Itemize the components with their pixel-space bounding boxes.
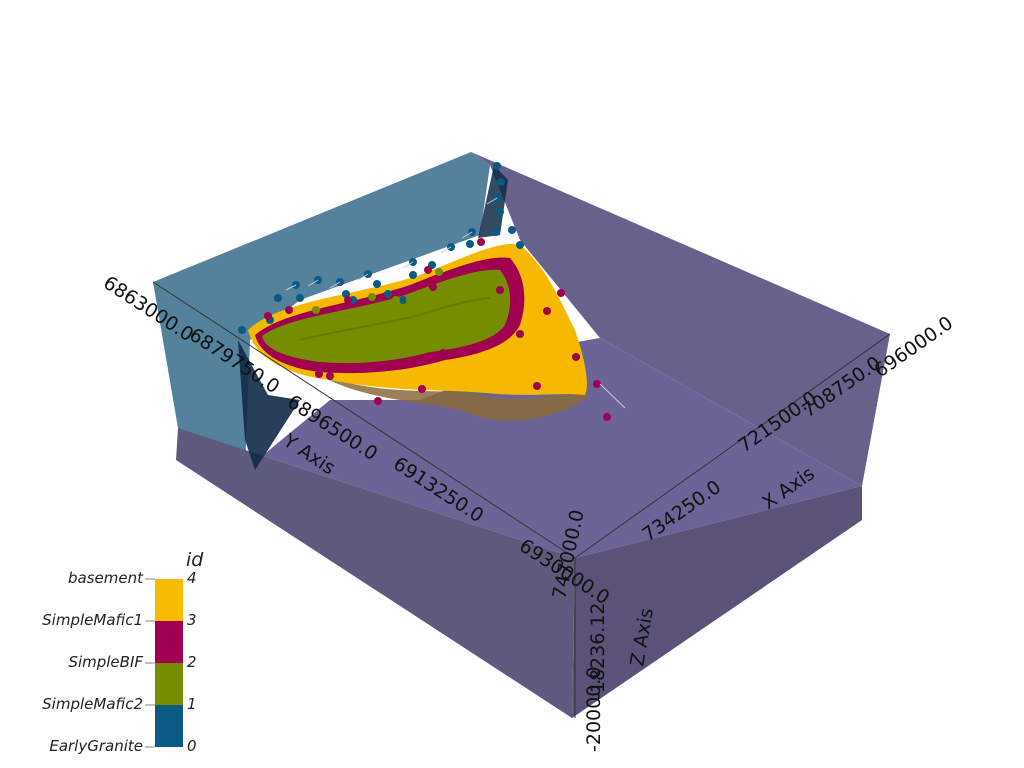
- back-right-wall: [471, 152, 890, 486]
- back-left-wall: [153, 152, 490, 470]
- legend-value: 1: [187, 695, 197, 713]
- scalar-bar-legend: id basement SimpleMafic1 SimpleBIF Simpl…: [42, 549, 204, 755]
- legend-swatch-4: [155, 579, 183, 621]
- box-top-face: [178, 338, 862, 558]
- legend-value: 4: [187, 569, 197, 587]
- legend-value: 2: [187, 653, 197, 671]
- z-tick-label: -18236.12: [587, 602, 609, 700]
- legend-value: 3: [187, 611, 197, 629]
- legend-label: SimpleMafic1: [42, 611, 143, 629]
- z-tick-label: -20000.0: [583, 667, 605, 752]
- axis-lines: [152, 281, 891, 718]
- legend-label: SimpleMafic2: [42, 695, 143, 713]
- geological-body: [248, 244, 590, 421]
- legend-label: SimpleBIF: [68, 653, 143, 671]
- surface-points: [238, 162, 611, 421]
- box-front-right-face: [572, 486, 862, 718]
- legend-swatch-3: [155, 621, 183, 663]
- legend-swatch-2: [155, 663, 183, 705]
- legend-title: id: [186, 549, 204, 571]
- box-front-left-face: [176, 428, 575, 718]
- legend-label: basement: [68, 569, 144, 587]
- legend-label: EarlyGranite: [49, 737, 143, 755]
- legend-value: 0: [187, 737, 197, 755]
- early-granite-body: [238, 340, 300, 470]
- orientation-vectors: [285, 197, 626, 409]
- legend-swatch-1: [155, 705, 183, 747]
